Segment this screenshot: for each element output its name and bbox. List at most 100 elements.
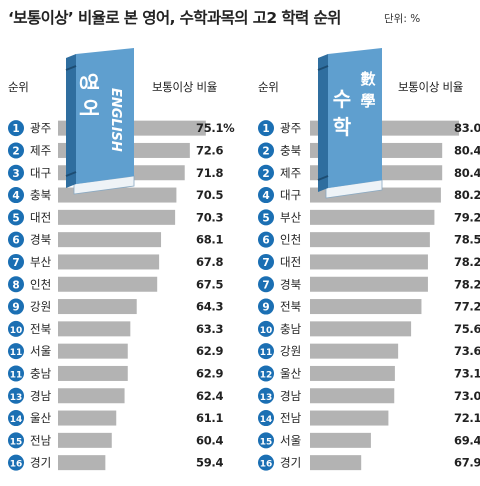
value-label: 68.1 <box>196 233 223 247</box>
book-title-char: 영 <box>77 73 101 91</box>
value-label: 78.2 <box>454 255 480 269</box>
rank-badge <box>258 253 274 270</box>
region-label: 대전 <box>30 210 51 224</box>
bar <box>58 142 190 158</box>
rank-label: 5 <box>12 212 19 224</box>
rank-badge <box>258 187 274 204</box>
rank-badge <box>258 209 274 226</box>
rank-header: 순위 <box>258 80 279 94</box>
value-label: 70.3 <box>196 210 223 224</box>
rank-label: 6 <box>12 235 19 247</box>
rank-label: 3 <box>12 168 19 180</box>
bar <box>58 365 128 381</box>
rank-badge <box>8 454 24 471</box>
region-label: 강원 <box>280 344 301 358</box>
region-label: 울산 <box>30 411 52 425</box>
bar <box>58 299 137 315</box>
region-label: 충북 <box>30 188 51 202</box>
rank-label: 11 <box>260 348 273 358</box>
region-label: 충북 <box>280 143 301 157</box>
rank-label: 6 <box>262 235 269 247</box>
value-label: 70.5 <box>196 188 223 202</box>
value-label: 67.5 <box>196 277 223 291</box>
book-cover <box>76 48 134 184</box>
book-subtitle-char: 數 <box>360 70 375 88</box>
bar <box>58 187 177 203</box>
rank-label: 9 <box>12 302 19 314</box>
value-label: 69.4 <box>454 433 480 447</box>
region-label: 경북 <box>30 233 51 247</box>
bars-group: 1 광주 83.0 2 충북 80.4 2 제주 80.4 4 대구 80.2 5 부산 79.2 6 인천 78… <box>258 120 480 471</box>
book-subtitle: ENGLISH <box>108 88 123 152</box>
rank-badge <box>8 120 24 137</box>
region-label: 서울 <box>280 433 301 447</box>
rank-label: 16 <box>10 460 23 470</box>
region-label: 경기 <box>280 456 301 470</box>
book-pages <box>73 175 135 195</box>
region-label: 전북 <box>30 322 51 336</box>
region-label: 강원 <box>30 300 51 314</box>
bar <box>310 142 443 158</box>
book-title-char: 학 <box>333 115 352 139</box>
rank-label: 7 <box>262 279 269 291</box>
bar <box>58 209 176 225</box>
bar <box>310 321 412 337</box>
spine-band <box>317 175 329 181</box>
value-header: 보통이상 비율 <box>398 80 464 94</box>
rank-label: 4 <box>12 190 19 202</box>
rank-label: 1 <box>262 123 269 135</box>
rank-label: 10 <box>260 326 273 336</box>
rank-badge <box>8 343 24 360</box>
bar <box>310 165 443 181</box>
spine-band <box>317 65 329 71</box>
bar <box>310 254 428 270</box>
value-label: 75.6 <box>454 322 480 336</box>
rank-label: 13 <box>260 393 273 403</box>
region-label: 인천 <box>30 277 51 291</box>
value-label: 83.0 <box>454 121 480 135</box>
bar <box>58 455 106 471</box>
rank-label: 12 <box>260 370 273 380</box>
region-label: 충남 <box>30 366 52 380</box>
rank-label: 2 <box>262 168 269 180</box>
region-label: 서울 <box>30 344 51 358</box>
rank-badge <box>8 298 24 315</box>
rank-label: 15 <box>260 437 273 447</box>
book-spine <box>318 54 328 192</box>
bar <box>310 209 435 225</box>
value-label: 60.4 <box>196 433 223 447</box>
value-label: 61.1 <box>196 411 223 425</box>
book-subtitle-char: 學 <box>360 92 375 110</box>
rank-badge <box>258 432 274 449</box>
bar <box>58 432 112 448</box>
region-label: 전북 <box>280 300 301 314</box>
bar <box>310 432 371 448</box>
value-label: 80.4 <box>454 143 480 157</box>
book-title-char: 어 <box>77 99 101 117</box>
book-illustration: 영어 ENGLISH <box>65 48 135 195</box>
bar <box>58 321 131 337</box>
rank-label: 11 <box>10 370 23 380</box>
bar <box>310 232 430 248</box>
rank-label: 2 <box>12 145 19 157</box>
region-label: 부산 <box>280 210 302 224</box>
value-label: 77.2 <box>454 300 480 314</box>
region-label: 경남 <box>30 389 52 403</box>
region-label: 제주 <box>280 166 301 180</box>
bar <box>58 165 185 181</box>
rank-badge <box>258 365 274 382</box>
rank-badge <box>258 298 274 315</box>
rank-badge <box>258 343 274 360</box>
value-label: 67.9 <box>454 456 480 470</box>
region-label: 충남 <box>280 322 302 336</box>
bar <box>58 254 160 270</box>
rank-label: 1 <box>12 123 19 135</box>
book-spine <box>66 54 76 188</box>
rank-label: 8 <box>12 279 19 291</box>
bar <box>310 120 460 136</box>
rank-badge <box>258 276 274 293</box>
value-label: 73.6 <box>454 344 480 358</box>
region-label: 인천 <box>280 233 301 247</box>
region-label: 부산 <box>30 255 52 269</box>
